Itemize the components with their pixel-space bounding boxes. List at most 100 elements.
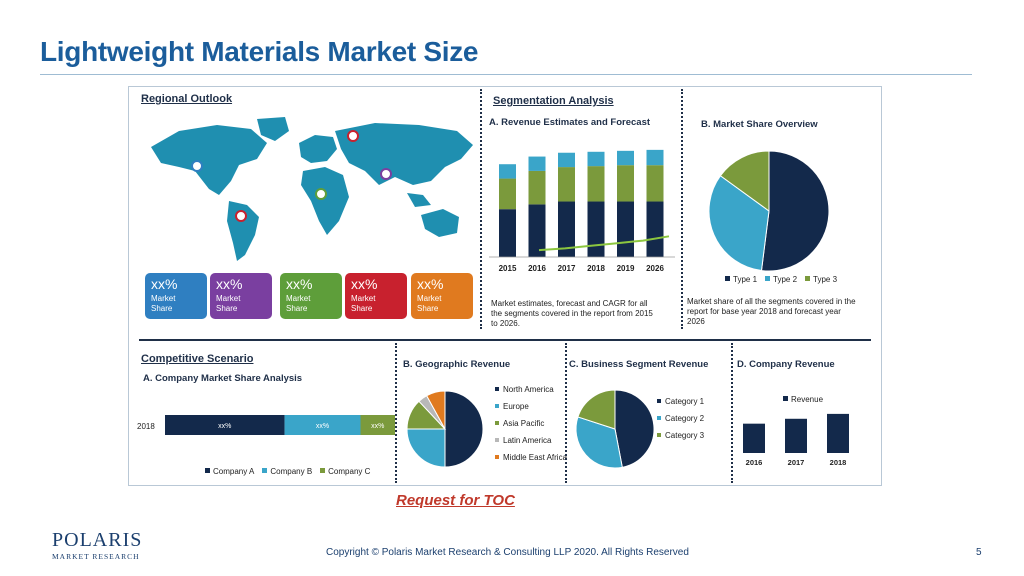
competitive-heading: Competitive Scenario [141, 353, 254, 365]
geographic-revenue-legend: North America Europe Asia Pacific Latin Ame… [495, 385, 567, 470]
tile-label: Market Share [151, 294, 176, 313]
geographic-revenue-pie [406, 390, 484, 468]
tile-value: xx% [151, 276, 178, 292]
tile-label: Market Share [351, 294, 376, 313]
pie-slice [444, 390, 484, 468]
legend-item: Company B [262, 467, 312, 476]
tile-label: Market Share [216, 294, 241, 313]
tick-label: 2015 [499, 264, 517, 273]
legend-item: Europe [495, 402, 567, 412]
bar-segment [558, 201, 575, 257]
section-divider [565, 343, 567, 483]
company-revenue-chart: 2016 2017 2018 [743, 413, 849, 467]
bar-segment [587, 201, 605, 257]
pie-slice [575, 416, 623, 469]
tile-2: xx% Market Share [210, 273, 272, 319]
bar-segment [558, 167, 575, 202]
market-share-legend: Type 1 Type 2 Type 3 [725, 269, 885, 284]
business-segment-pie [575, 389, 655, 469]
tick-label: 2016 [528, 264, 546, 273]
revenue-forecast-title: A. Revenue Estimates and Forecast [489, 117, 651, 128]
bar-segment [499, 178, 516, 210]
request-toc-link[interactable]: Request for TOC [396, 492, 515, 509]
business-segment-title: C. Business Segment Revenue [569, 359, 709, 370]
data-label: xx% [218, 423, 231, 430]
bar-segment [646, 165, 664, 202]
category-label: 2018 [137, 422, 155, 431]
legend-item: Revenue [783, 395, 823, 404]
polaris-logo: POLARIS MARKET RESEARCH [52, 529, 143, 561]
revenue-forecast-chart: 2015 2016 2017 2018 2019 2026 [489, 149, 675, 273]
legend-item: Company C [320, 467, 370, 476]
bar-segment [617, 150, 634, 166]
legend-item: Type 2 [765, 275, 797, 284]
bar-segment [528, 204, 546, 257]
legend-item: Company A [205, 467, 254, 476]
bar-segment [499, 209, 516, 257]
tile-value: xx% [216, 276, 243, 292]
pie-slice [406, 428, 446, 468]
pie-slice [708, 175, 770, 272]
data-label: xx% [316, 423, 329, 430]
bar-segment [284, 415, 361, 435]
legend-item: Latin America [495, 436, 567, 446]
bar-segment [646, 149, 664, 166]
tick-label: 2017 [558, 264, 576, 273]
title-divider [40, 74, 972, 75]
tile-3: xx% Market Share [280, 273, 342, 319]
bar-segment [617, 201, 634, 257]
bar-segment [558, 152, 575, 168]
tile-1: xx% Market Share [145, 273, 207, 319]
business-segment-legend: Category 1 Category 2 Category 3 [657, 397, 704, 448]
legend-item: Asia Pacific [495, 419, 567, 429]
bar-segment [587, 166, 605, 202]
section-divider [681, 89, 683, 329]
section-divider [480, 89, 482, 329]
company-share-bar: 2018 xx% xx% xx% [137, 415, 395, 435]
regional-outlook-heading: Regional Outlook [141, 93, 233, 105]
tile-value: xx% [286, 276, 313, 292]
company-revenue-legend: Revenue [783, 389, 863, 404]
trend-line [538, 235, 670, 252]
market-share-title: B. Market Share Overview [701, 119, 818, 130]
pie-slice [760, 150, 830, 272]
tile-value: xx% [417, 276, 444, 292]
tick-label: 2016 [746, 458, 763, 467]
legend-item: North America [495, 385, 567, 395]
company-share-legend: Company A Company B Company C [205, 461, 405, 476]
legend-item: Type 1 [725, 275, 757, 284]
world-map [151, 117, 473, 261]
page-title: Lightweight Materials Market Size [40, 36, 479, 67]
revenue-forecast-caption: Market estimates, forecast and CAGR for … [491, 299, 653, 328]
bar-segment [165, 415, 285, 435]
tick-label: 2026 [646, 264, 664, 273]
bar-segment [646, 201, 664, 257]
tile-5: xx% Market Share [411, 273, 473, 319]
tile-value: xx% [351, 276, 378, 292]
legend-item: Category 1 [657, 397, 704, 407]
pie-slice [614, 389, 655, 468]
pie-slice [426, 390, 446, 430]
section-divider [731, 343, 733, 483]
bar [827, 413, 849, 453]
tile-label: Market Share [417, 294, 442, 313]
geographic-revenue-title: B. Geographic Revenue [403, 359, 511, 370]
infographic-panel: Regional Outlook xx% [128, 86, 882, 486]
pie-slice [577, 389, 616, 430]
legend-item: Category 3 [657, 431, 704, 441]
bar-segment [528, 170, 546, 205]
market-share-pie [708, 150, 830, 272]
legend-item: Type 3 [805, 275, 837, 284]
bar-segment [360, 415, 395, 435]
section-divider [139, 339, 871, 341]
legend-item: Middle East Africa [495, 453, 567, 463]
section-divider [395, 343, 397, 483]
tick-label: 2018 [587, 264, 605, 273]
tile-label: Market Share [286, 294, 311, 313]
tick-label: 2018 [830, 458, 847, 467]
bar [743, 423, 765, 453]
bar-segment [499, 164, 516, 179]
data-label: xx% [371, 423, 384, 430]
company-revenue-title: D. Company Revenue [737, 359, 835, 370]
tile-4: xx% Market Share [345, 273, 407, 319]
